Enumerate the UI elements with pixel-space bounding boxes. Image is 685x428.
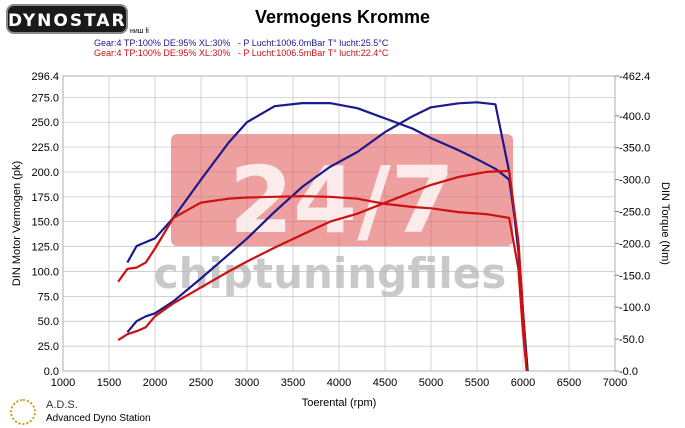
x-tick-label: 7000	[603, 377, 627, 389]
y-right-tick-label: -100.0	[619, 302, 650, 314]
logo-caption: ниш fi	[130, 28, 149, 35]
y-right-tick-label: -50.0	[619, 334, 644, 346]
y-right-axis-label: DIN Torque (Nm)	[659, 182, 671, 265]
ads-emblem-icon	[10, 399, 36, 425]
run-conditions-tuned: Gear:4 TP:100% DE:95% XL:30% - P Lucht:1…	[94, 38, 389, 48]
stock-torque-line	[117, 195, 528, 372]
x-tick-label: 3500	[281, 377, 305, 389]
y-right-tick-label: -350.0	[619, 143, 650, 155]
y-right-tick-label: -462.4	[619, 71, 650, 83]
x-tick-label: 1000	[51, 377, 75, 389]
y-left-tick-label: 175.0	[31, 192, 59, 204]
x-tick-label: 5500	[465, 377, 489, 389]
x-tick-label: 1500	[97, 377, 121, 389]
x-tick-label: 4000	[327, 377, 351, 389]
y-left-tick-label: 275.0	[31, 92, 59, 104]
y-left-tick-label: 200.0	[31, 167, 59, 179]
y-left-tick-label: 150.0	[31, 217, 59, 229]
watermark-badge	[171, 134, 513, 246]
y-left-axis-label: DIN Motor Vermogen (pk)	[11, 161, 23, 286]
x-tick-label: 3000	[235, 377, 259, 389]
x-tick-label: 2500	[189, 377, 213, 389]
y-left-tick-label: 0.0	[44, 366, 59, 378]
y-right-tick-label: -300.0	[619, 175, 650, 187]
tuned-power-line	[126, 101, 529, 372]
run-conditions-stock: Gear:4 TP:100% DE:95% XL:30% - P Lucht:1…	[94, 48, 389, 58]
x-tick-label: 4500	[373, 377, 397, 389]
y-left-tick-label: 250.0	[31, 117, 59, 129]
watermark-247: 24/7	[229, 147, 455, 254]
y-right-tick-label: -250.0	[619, 207, 650, 219]
y-left-tick-label: 100.0	[31, 266, 59, 278]
ads-brand: A.D.S.	[46, 399, 78, 411]
x-tick-label: 5000	[419, 377, 443, 389]
y-right-tick-label: -400.0	[619, 111, 650, 123]
ads-subtitle: Advanced Dyno Station	[46, 413, 151, 424]
stock-power-line	[117, 169, 528, 372]
x-tick-label: 2000	[143, 377, 167, 389]
y-right-tick-label: -200.0	[619, 238, 650, 250]
x-axis-label: Toerental (rpm)	[302, 397, 377, 409]
y-left-tick-label: 25.0	[38, 341, 59, 353]
x-tick-label: 6000	[511, 377, 535, 389]
y-left-tick-label: 225.0	[31, 142, 59, 154]
logo-text: DYNOSTAR	[8, 11, 127, 31]
chart-title: Vermogens Kromme	[254, 7, 431, 27]
dynostar-logo: DYNOSTAR	[6, 4, 128, 34]
y-right-tick-label: -0.0	[619, 366, 638, 378]
x-tick-label: 6500	[557, 377, 581, 389]
y-left-tick-label: 75.0	[38, 291, 59, 303]
tuned-torque-line	[126, 101, 529, 372]
y-left-tick-label: 125.0	[31, 242, 59, 254]
y-left-tick-label: 296.4	[31, 71, 59, 83]
watermark-chiptuningfiles: chiptuningfiles	[154, 249, 507, 298]
y-right-tick-label: -150.0	[619, 270, 650, 282]
y-left-tick-label: 50.0	[38, 316, 59, 328]
